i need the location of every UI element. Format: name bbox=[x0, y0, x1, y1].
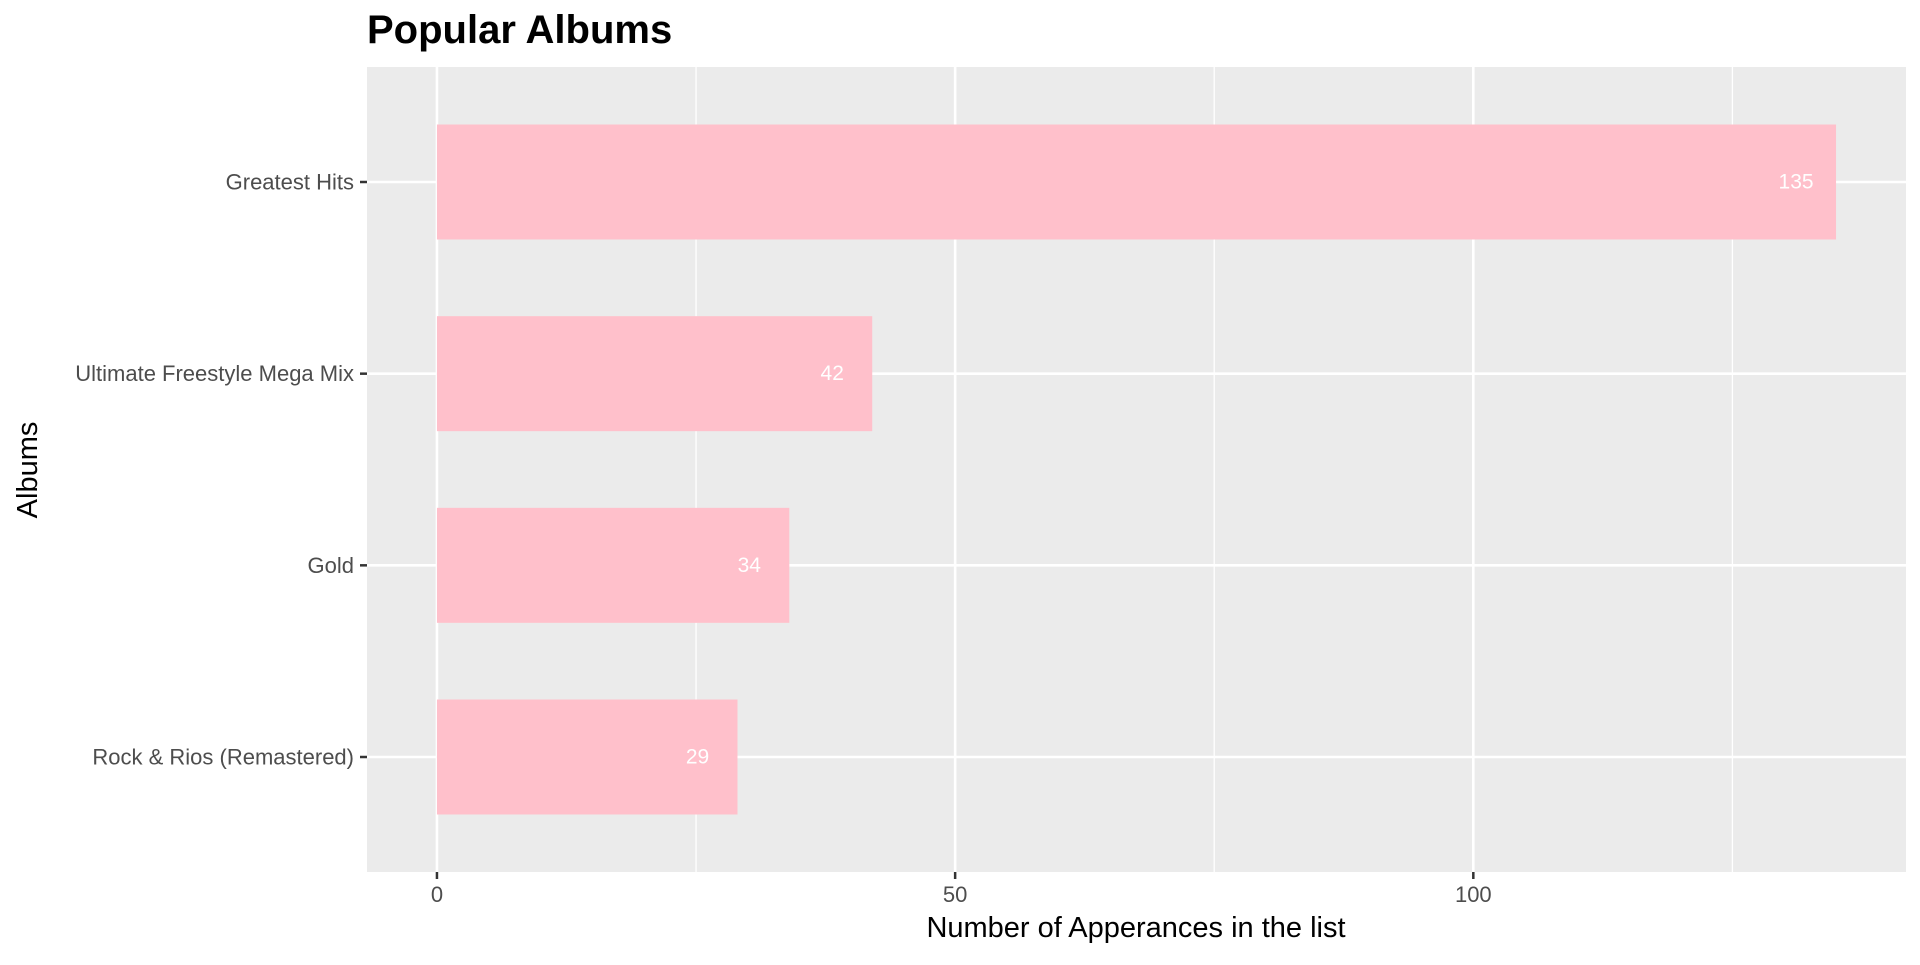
y-tick-label: Rock & Rios (Remastered) bbox=[92, 745, 354, 770]
y-axis-title: Albums bbox=[12, 422, 44, 519]
bar-value-label: 42 bbox=[821, 362, 844, 385]
x-tick-label: 100 bbox=[1455, 882, 1492, 907]
bars bbox=[436, 124, 1837, 815]
bar bbox=[436, 316, 873, 432]
bar-value-label: 29 bbox=[686, 746, 709, 769]
bar-value-label: 135 bbox=[1779, 171, 1814, 194]
bar bbox=[436, 124, 1837, 240]
y-tick-label: Gold bbox=[308, 553, 354, 578]
bar bbox=[436, 507, 790, 623]
bar bbox=[436, 699, 738, 815]
x-axis-title: Number of Apperances in the list bbox=[926, 912, 1345, 944]
chart-title: Popular Albums bbox=[367, 8, 672, 52]
data-labels: 135 42 34 29 bbox=[686, 171, 1814, 769]
x-tick-label: 0 bbox=[431, 882, 443, 907]
y-axis: Greatest Hits Ultimate Freestyle Mega Mix… bbox=[75, 170, 367, 770]
x-axis: 0 50 100 bbox=[431, 872, 1492, 907]
y-tick-label: Greatest Hits bbox=[226, 170, 354, 195]
bar-value-label: 34 bbox=[738, 554, 762, 577]
x-tick-label: 50 bbox=[943, 882, 967, 907]
y-tick-label: Ultimate Freestyle Mega Mix bbox=[75, 361, 354, 386]
